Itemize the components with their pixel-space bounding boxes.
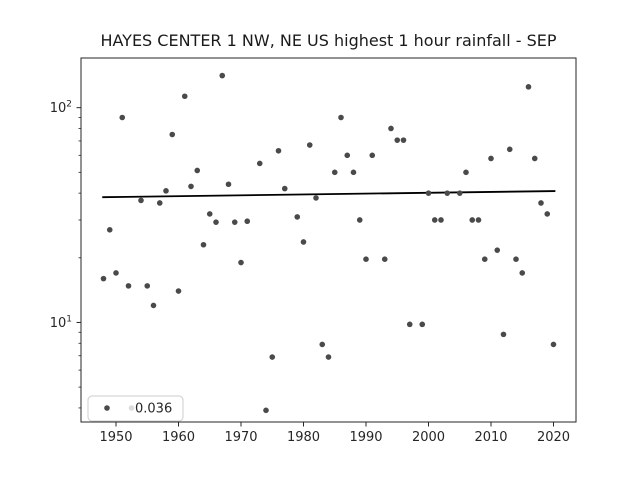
scatter-point: [238, 259, 244, 266]
scatter-point: [125, 283, 132, 289]
scatter-point: [338, 114, 344, 121]
scatter-point: [406, 321, 413, 328]
scatter-point: [206, 211, 213, 217]
scatter-point: [463, 169, 469, 176]
scatter-point: [300, 239, 307, 245]
legend-ghost-marker-icon: [128, 405, 135, 411]
trend-line: [102, 190, 556, 199]
axes-border: [80, 57, 577, 423]
scatter-point: [481, 256, 488, 263]
x-tick-label: 1990: [349, 430, 382, 445]
y-tick-label: 102: [50, 100, 72, 117]
scatter-point: [363, 256, 369, 263]
scatter-point: [438, 217, 444, 223]
scatter-point: [313, 195, 319, 201]
scatter-point: [113, 270, 119, 276]
scatter-point: [444, 190, 451, 196]
scatter-point: [388, 125, 394, 132]
scatter-point: [163, 188, 169, 194]
x-tick-label: 1960: [162, 430, 195, 445]
scatter-point: [344, 152, 351, 159]
scatter-point: [431, 217, 438, 223]
scatter-point: [350, 169, 357, 176]
y-tick-label: 101: [50, 314, 72, 331]
scatter-point: [475, 217, 482, 223]
scatter-point: [144, 283, 151, 289]
x-tick-label: 2010: [474, 430, 507, 445]
scatter-point: [369, 152, 376, 159]
scatter-point: [331, 169, 338, 176]
x-tick-label: 1980: [287, 430, 320, 445]
scatter-point: [225, 181, 232, 188]
scatter-point: [306, 142, 313, 148]
x-tick-label: 2000: [412, 430, 445, 445]
scatter-point: [469, 217, 476, 223]
scatter-point: [138, 197, 144, 204]
scatter-point: [494, 247, 501, 253]
scatter-point: [531, 155, 538, 162]
scatter-point: [219, 72, 226, 79]
generated-layer: 101 102 1950 1960 1970 1980 1990 2000 2010 2020: [50, 72, 570, 445]
scatter-point: [325, 354, 332, 360]
scatter-point: [550, 341, 557, 348]
legend: 0.036: [87, 395, 184, 422]
scatter-point: [381, 256, 388, 263]
scatter-point: [175, 288, 182, 294]
scatter-point: [156, 200, 163, 206]
scatter-point: [488, 155, 494, 162]
scatter-point: [356, 217, 363, 223]
scatter-point: [150, 302, 157, 309]
scatter-point: [506, 146, 513, 153]
scatter-point: [394, 137, 401, 143]
scatter-point: [500, 331, 507, 338]
scatter-point: [194, 167, 201, 174]
scatter-point: [256, 160, 263, 167]
chart-title: HAYES CENTER 1 NW, NE US highest 1 hour …: [100, 31, 557, 50]
scatter-point: [275, 147, 282, 154]
scatter-point: [200, 241, 207, 248]
legend-box: [87, 395, 184, 422]
scatter-point: [519, 270, 526, 276]
scatter-point: [119, 114, 126, 121]
scatter-point: [319, 341, 326, 348]
scatter-point: [425, 190, 432, 196]
scatter-point: [169, 131, 176, 138]
scatter-point: [269, 354, 276, 360]
x-tick-label: 1950: [99, 430, 132, 445]
scatter-point: [538, 200, 544, 206]
scatter-point: [100, 275, 107, 282]
scatter-point: [213, 219, 219, 225]
scatter-point: [188, 183, 194, 190]
legend-label: 0.036: [135, 402, 172, 417]
scatter-point: [263, 407, 269, 414]
scatter-point: [525, 84, 532, 90]
scatter-point: [231, 219, 238, 225]
legend-marker-icon: [104, 405, 110, 411]
scatter-point: [513, 256, 519, 263]
scatter-point: [281, 185, 288, 192]
scatter-point: [400, 137, 407, 143]
scatter-point: [106, 227, 113, 233]
x-tick-label: 1970: [224, 430, 257, 445]
scatter-point: [544, 211, 551, 217]
x-tick-label: 2020: [537, 430, 570, 445]
scatter-point: [419, 321, 426, 328]
scatter-point: [456, 190, 463, 196]
scatter-point: [294, 214, 301, 220]
scatter-point: [244, 218, 251, 225]
scatter-point: [181, 93, 188, 100]
